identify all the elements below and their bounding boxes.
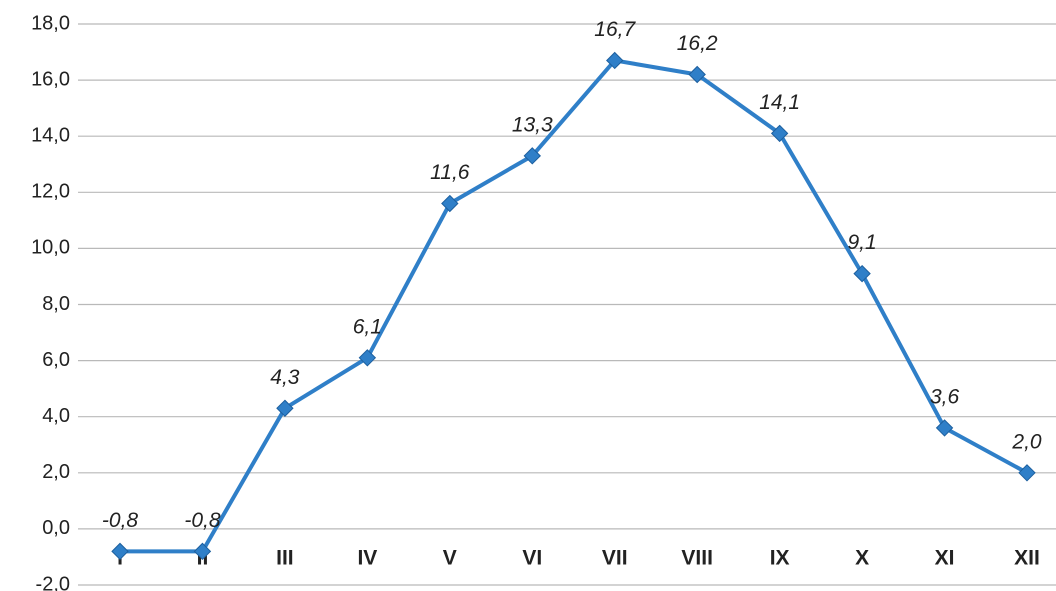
y-tick-label: 4,0: [42, 405, 70, 427]
marker: [1018, 464, 1036, 482]
marker: [853, 264, 871, 283]
marker: [770, 124, 789, 143]
marker: [193, 542, 212, 561]
marker: [276, 399, 294, 417]
data-label: 14,1: [759, 91, 800, 114]
data-label: -0,8: [102, 509, 139, 532]
y-tick-label: 6,0: [42, 349, 70, 371]
marker: [523, 147, 541, 165]
data-label: 4,3: [270, 366, 300, 389]
x-tick-label: VII: [602, 546, 628, 569]
y-tick-label: -2,0: [36, 573, 70, 591]
y-tick-label: 0,0: [42, 517, 70, 539]
data-label: 11,6: [430, 161, 470, 184]
x-tick-label: VIII: [681, 546, 713, 569]
data-label: 2,0: [1011, 430, 1042, 453]
data-label: 3,6: [930, 385, 960, 408]
x-tick-label: VI: [522, 546, 542, 569]
data-label: 6,1: [353, 315, 382, 338]
y-tick-label: 16,0: [31, 68, 70, 90]
y-tick-label: 18,0: [31, 12, 70, 34]
data-label: 16,7: [594, 18, 636, 41]
marker: [441, 194, 459, 213]
x-tick-label: IV: [357, 546, 377, 569]
y-tick-label: 12,0: [31, 181, 70, 203]
marker: [688, 65, 706, 84]
x-tick-label: X: [855, 546, 869, 569]
x-tick-label: III: [276, 546, 294, 569]
data-label: 9,1: [847, 231, 876, 254]
y-tick-label: 14,0: [31, 124, 70, 146]
line: [120, 58, 1028, 554]
marker: [111, 542, 129, 561]
data-label: 16,2: [677, 32, 718, 55]
x-tick-label: IX: [770, 546, 790, 569]
marker: [606, 51, 624, 70]
x-tick-label: XII: [1014, 546, 1040, 569]
marker: [935, 419, 954, 437]
data-label: -0,8: [184, 509, 221, 532]
data-label: 13,3: [512, 113, 553, 136]
y-tick-label: 8,0: [42, 293, 70, 315]
x-tick-label: XI: [935, 546, 955, 569]
marker: [358, 349, 377, 367]
x-tick-label: V: [443, 546, 457, 569]
y-tick-label: 10,0: [31, 237, 70, 259]
y-tick-label: 2,0: [42, 461, 70, 483]
